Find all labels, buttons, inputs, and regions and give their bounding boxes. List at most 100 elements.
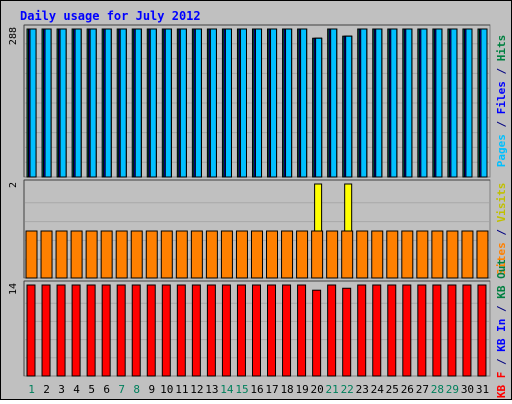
x-tick-label: 2	[43, 383, 50, 396]
bar-sites	[371, 230, 384, 279]
bar-pages	[450, 28, 458, 178]
bar-kb-f	[236, 284, 246, 377]
panel-axis-label: Pages / Files / Hits	[495, 35, 508, 168]
bar-pages	[89, 28, 97, 178]
bar-kb-f	[161, 284, 171, 377]
x-tick-label: 24	[371, 383, 385, 396]
x-tick-label: 3	[58, 383, 65, 396]
chart-title: Daily usage for July 2012	[20, 9, 201, 23]
axis-label-part: Hits	[495, 35, 508, 62]
axis-label-part: /	[495, 61, 508, 81]
x-tick-label: 20	[311, 383, 324, 396]
bar-kb-f	[402, 284, 412, 377]
bar-kb-f	[387, 284, 397, 377]
bar-kb-f	[146, 284, 156, 377]
bar-pages	[285, 28, 293, 178]
bar-kb-f	[191, 284, 201, 377]
x-tick-label: 21	[326, 383, 339, 396]
bar-kb-f	[26, 284, 36, 377]
bar-kb-f	[297, 284, 307, 377]
bar-sites	[281, 230, 294, 279]
bar-pages	[360, 28, 368, 178]
bar-sites	[175, 230, 188, 279]
kbytes-panel: 1 4 KB F / KB In / KB Out	[8, 259, 508, 398]
x-tick-label: 5	[88, 383, 95, 396]
bar-pages	[315, 37, 323, 178]
bar-sites	[461, 230, 474, 279]
bar-sites	[40, 230, 53, 279]
bar-sites	[296, 230, 309, 279]
bar-kb-f	[131, 284, 141, 377]
bar-kb-f	[101, 284, 111, 377]
axis-label-part: /	[495, 352, 508, 372]
bar-sites	[431, 230, 444, 279]
axis-label-part: Files	[495, 81, 508, 114]
bar-kb-f	[206, 284, 216, 377]
bar-kb-f	[342, 287, 352, 377]
bar-pages	[390, 28, 398, 178]
bar-sites	[205, 230, 218, 279]
bar-kb-f	[267, 284, 277, 377]
x-tick-label: 8	[133, 383, 140, 396]
bar-pages	[330, 28, 338, 178]
bar-kb-f	[41, 284, 51, 377]
y-max-label: 288	[8, 27, 19, 45]
bar-sites	[190, 230, 203, 279]
axis-label-part: KB Out	[495, 259, 508, 299]
x-tick-label: 13	[205, 383, 218, 396]
bar-sites	[130, 230, 143, 279]
x-tick-label: 23	[356, 383, 369, 396]
x-axis-labels: 1 2 3 4 5 6 7 8 9 10 11 12 13 14 15 16 17 18 19 20 21 22 23 24 2…	[28, 383, 489, 396]
bar-pages	[270, 28, 278, 178]
bar-pages	[465, 28, 473, 178]
x-tick-label: 11	[175, 383, 188, 396]
panel-axis-label: KB F / KB In / KB Out	[495, 259, 508, 398]
bar-sites	[220, 230, 233, 279]
bar-sites	[386, 230, 399, 279]
x-tick-label: 15	[235, 383, 248, 396]
bar-sites	[401, 230, 414, 279]
bar-pages	[164, 28, 172, 178]
bar-pages	[59, 28, 67, 178]
bar-sites	[85, 230, 98, 279]
x-tick-label: 26	[401, 383, 414, 396]
bar-pages	[405, 28, 413, 178]
x-tick-label: 12	[190, 383, 203, 396]
x-tick-label: 1	[28, 383, 35, 396]
bar-sites	[115, 230, 128, 279]
x-tick-label: 28	[431, 383, 444, 396]
x-tick-label: 30	[461, 383, 474, 396]
hits-panel: 288 Pages / Files / Hits	[8, 24, 508, 178]
bar-sites	[100, 230, 113, 279]
bar-pages	[149, 28, 157, 178]
bar-sites	[235, 230, 248, 279]
bar-kb-f	[327, 284, 337, 377]
y-max-label: 2	[8, 182, 19, 188]
bar-pages	[300, 28, 308, 178]
x-tick-label: 31	[476, 383, 489, 396]
bar-sites	[250, 230, 263, 279]
bar-sites	[341, 230, 354, 279]
bar-pages	[194, 28, 202, 178]
bar-sites	[266, 230, 279, 279]
axis-label-part: Sites	[495, 242, 508, 275]
bar-kb-f	[282, 284, 292, 377]
x-tick-label: 4	[73, 383, 80, 396]
panel-axis-label: Sites / Visits	[495, 183, 508, 276]
bar-pages	[345, 35, 353, 178]
x-tick-label: 7	[118, 383, 125, 396]
bar-kb-f	[176, 284, 186, 377]
bar-kb-f	[71, 284, 81, 377]
x-tick-label: 19	[295, 383, 308, 396]
x-tick-label: 17	[265, 383, 278, 396]
visits-panel: 2 Sites / Visits	[8, 179, 508, 279]
bar-pages	[74, 28, 82, 178]
bar-pages	[104, 28, 112, 178]
bar-pages	[224, 28, 232, 178]
axis-label-part: /	[495, 114, 508, 134]
bar-pages	[420, 28, 428, 178]
axis-label-part: Pages	[495, 134, 508, 167]
bar-pages	[375, 28, 383, 178]
